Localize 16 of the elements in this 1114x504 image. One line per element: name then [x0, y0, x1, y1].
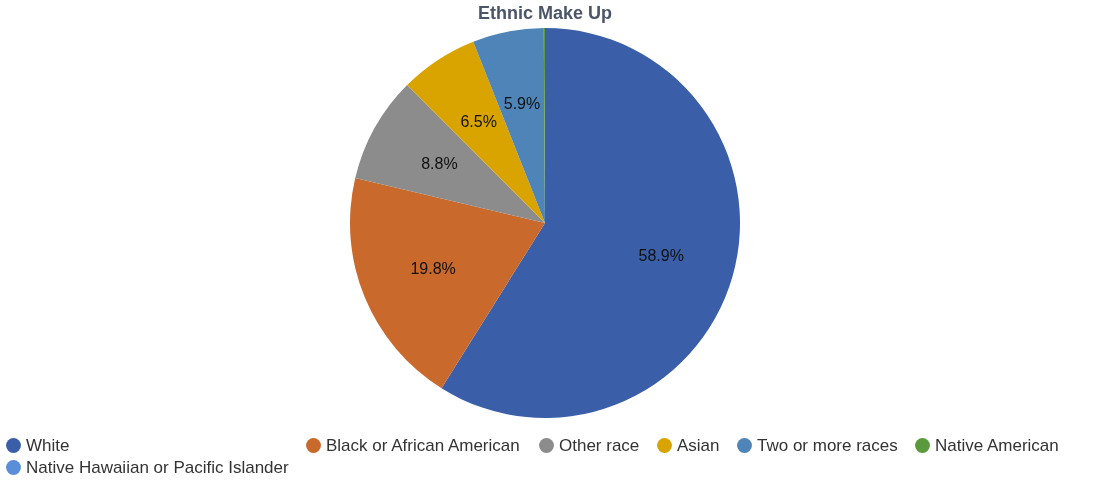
legend-label: White	[26, 435, 70, 455]
data-label: 6.5%	[460, 112, 497, 130]
data-label: 5.9%	[503, 95, 541, 113]
pie-slice	[355, 85, 545, 223]
legend-label: Other race	[559, 435, 640, 455]
data-label: 8.8%	[421, 155, 458, 173]
pie-slice	[350, 178, 545, 389]
legend-label: Native Hawaiian or Pacific Islander	[26, 457, 290, 477]
data-label: 19.8%	[410, 259, 456, 277]
legend-label: Native American	[935, 435, 1059, 455]
legend-label: Two or more races	[757, 435, 898, 455]
legend-label: Asian	[677, 435, 720, 455]
legend-label: Black or African American	[326, 435, 520, 455]
chart-title: Ethnic Make Up	[477, 3, 613, 23]
data-label: 58.9%	[638, 247, 684, 265]
pie-slice	[407, 41, 545, 223]
